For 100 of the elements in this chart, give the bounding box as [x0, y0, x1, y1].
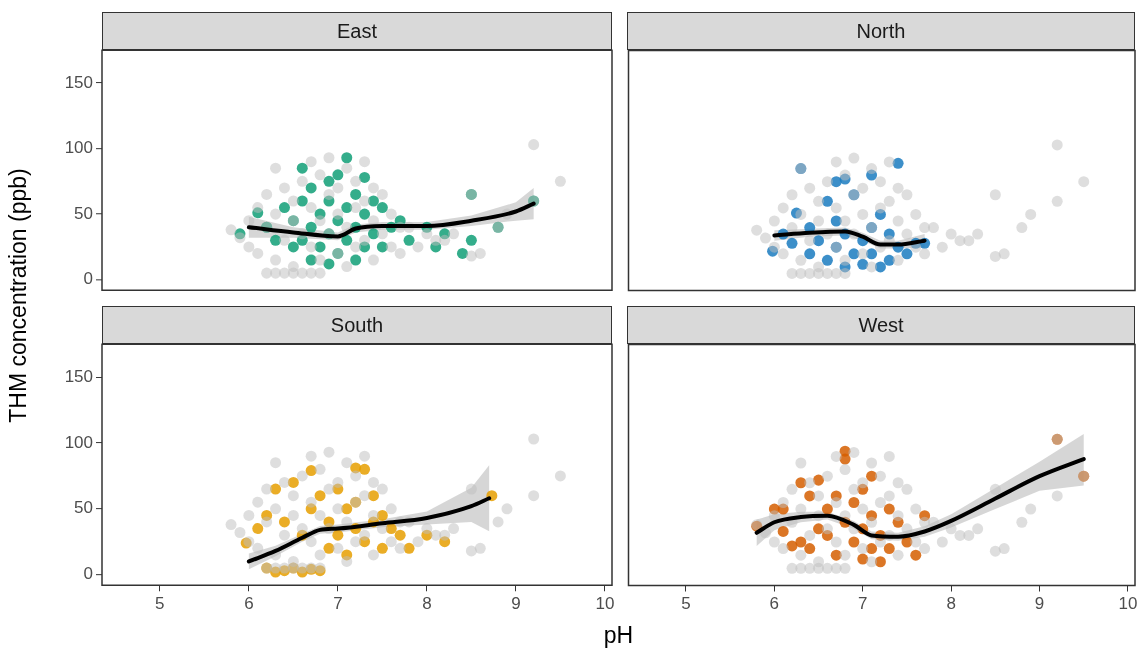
x-tick-label: 5	[155, 593, 165, 613]
point	[830, 549, 842, 561]
point	[919, 509, 931, 521]
point	[804, 247, 816, 259]
point	[465, 234, 477, 246]
point	[314, 208, 326, 220]
point	[376, 241, 388, 253]
point	[341, 549, 353, 561]
point	[278, 201, 290, 213]
x-tick-label: 9	[1034, 593, 1045, 613]
point	[848, 247, 860, 259]
point	[804, 542, 816, 554]
point	[403, 234, 415, 246]
point	[305, 503, 317, 515]
point	[270, 234, 282, 246]
x-tick-label: 9	[511, 593, 521, 613]
point	[287, 241, 299, 253]
x-tick-label: 10	[595, 593, 615, 613]
point	[314, 241, 326, 253]
point	[252, 207, 264, 219]
x-tick-label: 7	[858, 593, 868, 613]
point	[305, 221, 317, 233]
point	[359, 208, 371, 220]
point	[777, 503, 789, 515]
point	[866, 169, 878, 181]
point	[866, 542, 878, 554]
point	[813, 522, 825, 534]
point	[790, 207, 802, 219]
point	[795, 476, 807, 488]
point	[874, 555, 886, 567]
point	[821, 254, 833, 266]
point	[296, 195, 308, 207]
chart-title: East	[102, 12, 612, 50]
x-tick-label: 6	[244, 593, 254, 613]
point	[874, 260, 886, 272]
point	[821, 529, 833, 541]
y-axis-title: THM concentration (ppb)	[4, 167, 32, 423]
point	[376, 201, 388, 213]
point	[813, 474, 825, 486]
chart-title: South	[102, 306, 612, 344]
point	[821, 503, 833, 515]
point	[367, 489, 379, 501]
point	[830, 489, 842, 501]
point	[305, 182, 317, 194]
point	[261, 509, 273, 521]
y-tick-label: 0	[83, 564, 93, 584]
point	[376, 542, 388, 554]
point	[839, 453, 851, 465]
point	[270, 483, 282, 495]
point	[883, 542, 895, 554]
point	[341, 234, 353, 246]
point	[341, 152, 353, 164]
point	[883, 254, 895, 266]
point	[341, 201, 353, 213]
point	[795, 535, 807, 548]
x-tick-label: 8	[422, 593, 432, 613]
point	[305, 464, 317, 476]
point	[394, 529, 406, 541]
point	[332, 214, 344, 226]
y-tick-label: 0	[83, 269, 93, 289]
point	[332, 483, 344, 495]
point	[350, 254, 362, 266]
x-tick-label: 6	[769, 593, 780, 613]
point	[857, 483, 869, 495]
point	[892, 516, 904, 528]
point	[839, 173, 851, 185]
point	[839, 260, 851, 272]
point	[359, 463, 371, 475]
y-tick-label: 50	[74, 498, 93, 518]
x-axis-title: pH	[602, 622, 635, 649]
point	[252, 522, 264, 534]
point	[767, 245, 779, 257]
point	[359, 536, 371, 548]
point	[821, 195, 833, 207]
point	[421, 529, 433, 541]
point	[367, 195, 379, 207]
y-tick-label: 100	[64, 138, 93, 158]
chart-title: West	[627, 306, 1135, 344]
point	[866, 247, 878, 259]
point	[830, 175, 842, 187]
point	[439, 228, 451, 240]
point	[296, 162, 308, 174]
point	[439, 536, 451, 548]
y-tick-label: 50	[74, 203, 93, 223]
point	[287, 476, 299, 488]
point	[296, 234, 308, 246]
point	[892, 157, 904, 169]
point	[901, 247, 913, 259]
point	[278, 516, 290, 528]
point	[866, 509, 878, 521]
point	[883, 503, 895, 515]
point	[857, 258, 869, 270]
point	[857, 553, 869, 565]
point	[874, 208, 886, 220]
point	[430, 241, 442, 253]
point	[456, 247, 468, 259]
point	[332, 169, 344, 181]
point	[367, 228, 379, 240]
point	[359, 171, 371, 183]
point	[848, 496, 860, 508]
